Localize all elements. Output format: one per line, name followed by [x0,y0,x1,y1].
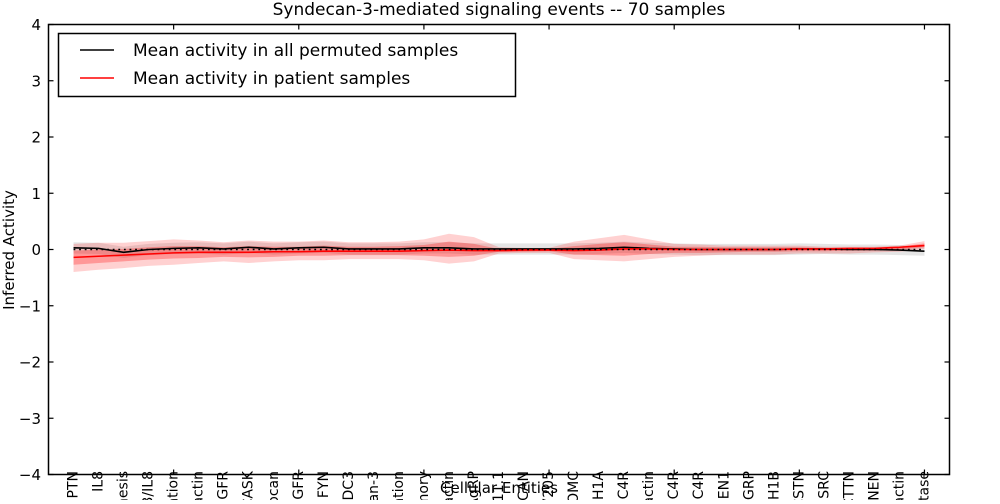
x-category-label: APH1A [591,471,607,500]
y-tick-label: −2 [19,354,41,372]
confidence-bands [73,233,925,272]
x-category-label: Syndecan-3/EGFR [291,471,307,500]
x-category-label: neuron projection morphogenesis [116,471,132,500]
patient-samples-outer-band [73,233,925,272]
x-category-label: AGRP [741,471,757,500]
x-category-label: Syndecan-3/Src/Cortactin [191,471,207,500]
x-category-label: Syndecan-3/CASK [241,470,257,500]
chart-title: Syndecan-3-mediated signaling events -- … [273,0,726,20]
x-category-label: Gamma Secretase [916,471,932,500]
x-axis-label: Cellular Entities [440,479,558,497]
x-category-labels: PTN IL8 neuron projection morphogenesis Syn… [66,470,933,504]
permuted-samples-std-band [73,241,925,258]
y-tick-labels: 4 3 2 1 0 −1 −2 −3 −4 [19,16,41,484]
legend: Mean activity in all permuted samples Me… [57,32,517,98]
patient-samples-inner-band [73,241,925,265]
y-tick-label: 2 [31,129,41,147]
x-category-label: POMC [566,471,582,500]
x-category-label: SRC [816,471,832,499]
x-category-label: FGFR/FGF/Syndecan-3 [366,471,382,500]
x-category-label: NCAN [516,471,532,500]
x-category-label: CTTN [841,471,857,500]
x-category-label: Syndecan-3/Fyn/Cortactin [441,471,457,500]
x-category-label: Syndecan-3/Neurocan [266,471,282,500]
x-category-label: RP11-540L11.1 [491,471,507,500]
y-tick-label: 0 [31,241,41,259]
x-category-label: positive regulation of leukocyte migrati… [166,471,182,500]
x-category-label: Syndecan-3/IL8 [141,471,157,500]
y-axis-label: Inferred Activity [0,190,18,310]
x-category-label: Syndecan-3/AgRP/MC4R [616,471,632,500]
legend-box [57,32,517,98]
x-category-label: EGFR [216,471,232,500]
y-tick-label: 4 [31,16,41,34]
x-category-label: PSENEN [866,471,882,500]
x-category-label: MC4R [691,471,707,500]
y-tick-label: −4 [19,466,41,484]
x-category-label: Fyn/Cortactin [641,471,657,500]
y-tick-label: 1 [31,185,41,203]
x-category-label: limb bud formation [391,471,407,500]
x-category-label: GO:0007205 [541,471,557,500]
x-category-label: FYN [316,471,332,498]
x-category-label: PTN [66,471,82,498]
x-category-label: SDC3 [341,471,357,500]
y-tick-label: −1 [19,297,41,315]
series-line-patient [73,244,925,259]
axis-ticks [48,23,950,476]
y-tick-label: −3 [19,410,41,428]
x-category-label: APH1B [766,471,782,500]
x-category-label: IL8 [91,471,107,492]
x-category-label: Syndecan-3/AgRP [466,471,482,500]
y-tick-label: 3 [31,72,41,90]
legend-label-permuted: Mean activity in all permuted samples [133,41,458,61]
x-category-label: Src/Cortactin [891,471,907,500]
x-category-label: alpha-MSH/MC4R [666,471,682,500]
x-category-label: NCSTN [791,471,807,500]
x-category-label: PSEN1 [716,471,732,500]
series-lines [73,244,925,259]
x-category-label: long-term memory [416,471,432,500]
legend-label-patient: Mean activity in patient samples [133,69,410,89]
